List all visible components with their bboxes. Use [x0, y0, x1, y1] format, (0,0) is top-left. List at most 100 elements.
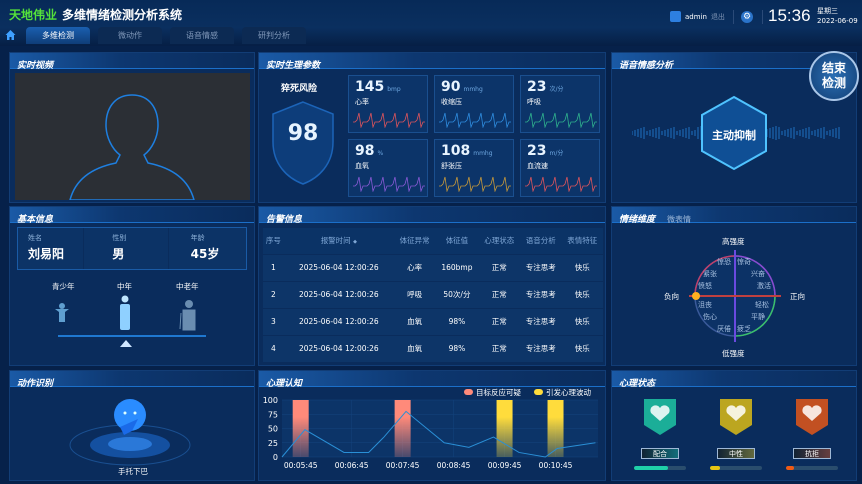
- emotion-label: 平静: [751, 313, 765, 321]
- emotion-label: 紧张: [703, 270, 717, 278]
- vital-unit: mmhg: [473, 150, 493, 157]
- adult-icon: [120, 295, 130, 330]
- clock-time: 15:36: [768, 6, 811, 25]
- psych-state-label: 抗拒: [793, 448, 831, 459]
- vital-card: 90 mmhg 收缩压: [434, 75, 514, 133]
- emotion-label: 沮丧: [698, 301, 712, 309]
- panel-title: 心理状态: [619, 379, 656, 389]
- vital-unit: %: [377, 150, 384, 157]
- legend-swatch: [464, 389, 473, 395]
- waveform-icon: [353, 176, 425, 192]
- emotion-label: 惊奇: [737, 258, 751, 266]
- table-cell: 2: [263, 280, 284, 308]
- y-tick-label: 50: [268, 425, 278, 434]
- info-box: 姓名 刘易阳 性别男 年龄 45岁: [17, 227, 247, 270]
- column-header: 体征异常: [393, 228, 436, 254]
- brand-logo: 天地伟业: [9, 8, 58, 22]
- y-tick-label: 25: [268, 439, 278, 448]
- video-panel: 实时视频: [9, 52, 255, 203]
- logout-link[interactable]: 退出: [710, 12, 725, 21]
- child-icon: [55, 303, 69, 322]
- table-cell: 专注思考: [519, 307, 562, 335]
- column-header[interactable]: 报警时间 ◆: [283, 228, 394, 254]
- field-label: 年龄: [190, 234, 205, 242]
- table-cell: 心率: [393, 253, 436, 281]
- table-cell: 98%: [435, 307, 479, 335]
- vital-value: 90 mmhg: [441, 79, 483, 95]
- emotion-label: 伤心: [703, 313, 717, 321]
- vital-label: 血氧: [355, 162, 369, 170]
- table-row[interactable]: 3 2025-06-04 12:00:26 血氧 98% 正常 专注思考 快乐: [263, 307, 603, 335]
- waveform-icon: [525, 176, 597, 192]
- legend-label: 引发心理波动: [546, 387, 591, 397]
- table-cell: 快乐: [561, 280, 603, 308]
- emotion-wheel: [689, 250, 781, 342]
- thinking-face-icon: [69, 399, 191, 466]
- tab-analysis[interactable]: 研判分析: [242, 27, 306, 44]
- waveform-icon: [353, 112, 425, 128]
- table-cell: 快乐: [561, 334, 603, 362]
- x-tick-label: 00:07:45: [386, 461, 420, 470]
- age-group-senior: 中老年: [176, 282, 199, 291]
- user-info: admin 退出: [670, 11, 725, 22]
- speech-result: 主动抑制: [712, 129, 756, 142]
- panel-title: 情绪维度: [619, 215, 656, 225]
- column-header: 序号: [263, 228, 284, 254]
- table-cell: 4: [263, 334, 284, 362]
- bar: [547, 400, 564, 457]
- tab-voice-emotion[interactable]: 语音情感: [170, 27, 234, 44]
- vital-label: 心率: [355, 98, 369, 106]
- vital-value: 98%: [355, 143, 384, 159]
- alerts-table: 序号 报警时间 ◆ 体征异常 体征值 心理状态 语音分析 表情特征 1 2025-06-04 1…: [263, 228, 603, 362]
- home-icon[interactable]: [5, 30, 16, 40]
- app-title: 多维情绪检测分析系统: [62, 8, 183, 22]
- table-row[interactable]: 1 2025-06-04 12:00:26 心率 160bmp 正常 专注思考 快乐: [263, 253, 603, 281]
- table-row[interactable]: 2 2025-06-04 12:00:26 呼吸 50次/分 正常 专注思考 快乐: [263, 280, 603, 308]
- risk-value: 98: [287, 121, 319, 146]
- vital-unit: mmhg: [463, 86, 483, 93]
- y-tick-label: 75: [268, 410, 278, 419]
- current-emotion-marker: [692, 292, 700, 300]
- gear-icon[interactable]: ⚙: [741, 11, 753, 23]
- vital-value: 23 次/分: [527, 79, 564, 95]
- table-cell: 2025-06-04 12:00:26: [283, 307, 394, 335]
- x-tick-label: 00:08:45: [437, 461, 471, 470]
- vital-value: 23 m/分: [527, 143, 564, 159]
- vital-unit: 次/分: [549, 86, 564, 93]
- video-feed[interactable]: [15, 73, 250, 201]
- table-cell: 160bmp: [435, 253, 479, 281]
- username: admin: [685, 12, 707, 21]
- table-cell: 正常: [478, 307, 520, 335]
- table-cell: 2025-06-04 12:00:26: [283, 280, 394, 308]
- panel-subtitle[interactable]: 微表情: [667, 215, 692, 224]
- vital-value: 145 bmp: [355, 79, 401, 95]
- table-row[interactable]: 4 2025-06-04 12:00:26 血氧 98% 正常 专注思考 快乐: [263, 334, 603, 362]
- panel-title: 语音情感分析: [619, 61, 674, 71]
- table-cell: 2025-06-04 12:00:26: [283, 253, 394, 281]
- risk-label: 猝死风险: [281, 84, 318, 94]
- table-cell: 50次/分: [435, 280, 479, 308]
- physio-panel: 实时生理参数 猝死风险 98 145 bmp 心率 90 mmhg 收缩压 23 次/分 呼吸 9…: [258, 52, 606, 203]
- cognition-chart: 0 25 50 75 100 00:05:45 00:06:45 00:07:45 00:08:…: [263, 387, 598, 470]
- vital-label: 血流速: [527, 162, 548, 170]
- sort-icon[interactable]: ◆: [353, 239, 357, 246]
- panel-title: 基本信息: [17, 215, 54, 225]
- axis-right: 正向: [790, 292, 805, 301]
- age-field: 年龄 45岁: [169, 228, 246, 269]
- table-cell: 1: [263, 253, 284, 281]
- vital-unit: bmp: [387, 86, 401, 93]
- tab-multi-detect[interactable]: 多维检测: [26, 27, 90, 44]
- table-cell: 98%: [435, 334, 479, 362]
- tab-micro-action[interactable]: 微动作: [98, 27, 162, 44]
- heart-shield-icon: [644, 399, 676, 435]
- column-header: 体征值: [435, 228, 479, 254]
- emotion-label: 轻松: [755, 301, 769, 309]
- table-cell: 快乐: [561, 253, 603, 281]
- vital-card: 108 mmhg 舒张压: [434, 139, 514, 197]
- vital-value: 108 mmhg: [441, 143, 493, 159]
- divider: [762, 10, 763, 24]
- heart-shield-icon: [796, 399, 828, 435]
- shield-icon: [272, 101, 334, 185]
- table-cell: 血氧: [393, 334, 436, 362]
- end-detection-button[interactable]: 结束检测: [809, 51, 859, 101]
